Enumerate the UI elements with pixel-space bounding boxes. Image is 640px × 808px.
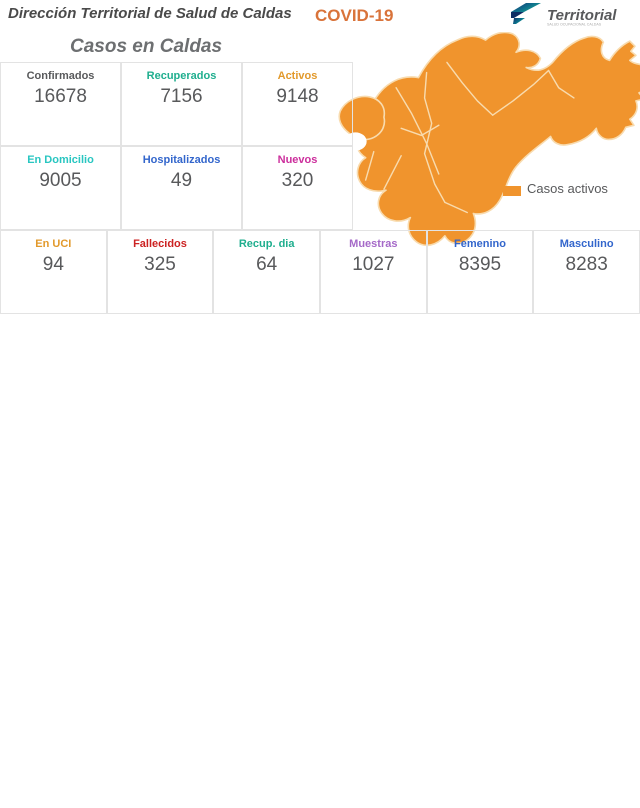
svg-text:Territorial: Territorial	[547, 7, 617, 24]
svg-text:SALUD OCUPACIONAL CALDAS: SALUD OCUPACIONAL CALDAS	[547, 23, 602, 27]
